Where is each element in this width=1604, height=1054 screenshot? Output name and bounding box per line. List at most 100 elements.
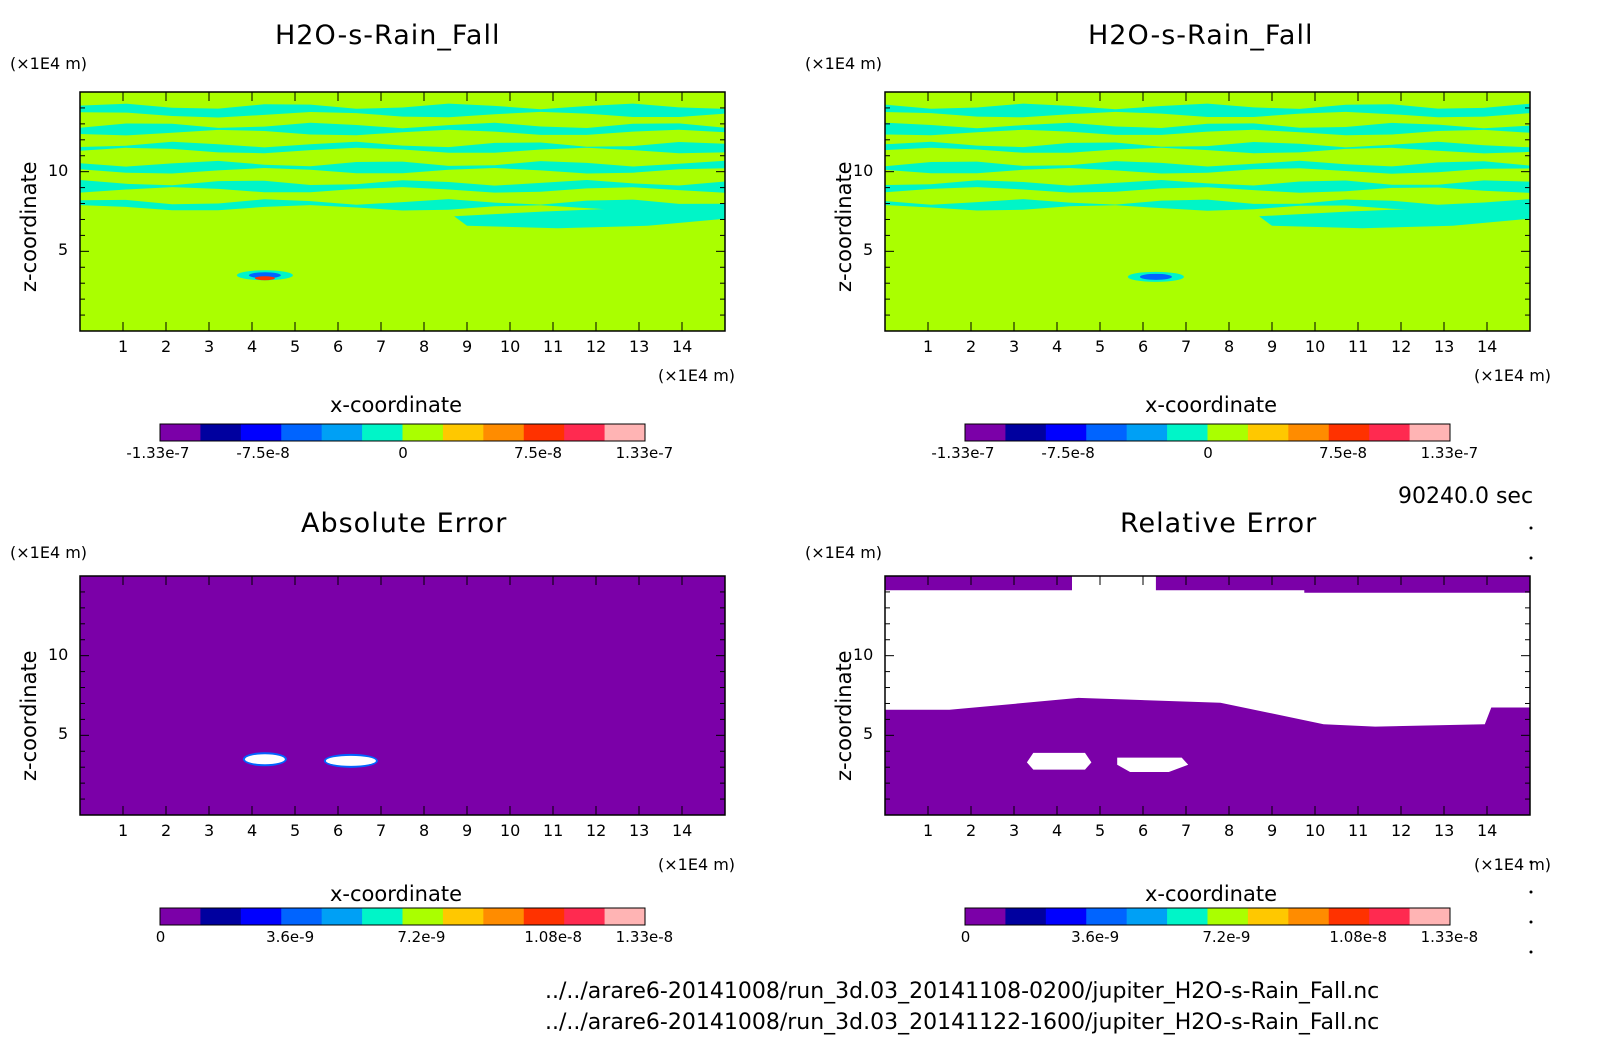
colorbar-segment: [442, 424, 484, 441]
y-tick-label: 5: [58, 240, 69, 260]
colorbar-tick-label: -7.5e-8: [1041, 444, 1095, 462]
colorbar-tick-label: -1.33e-7: [126, 444, 190, 462]
x-tick-label: 7: [1181, 821, 1192, 840]
blank-region: [1026, 752, 1092, 770]
colorbar-segment: [402, 424, 444, 441]
colorbar-tick-label: 0: [155, 928, 166, 946]
colorbar-2: [159, 907, 646, 926]
cyan-band-group-0: [80, 103, 725, 229]
edge-dot: [1529, 556, 1533, 560]
colorbar-tick-label: 1.08e-8: [524, 928, 583, 946]
x-tick-label: 1: [118, 821, 129, 840]
colorbar-frame: [159, 423, 646, 442]
colorbar-tick-label: 3.6e-9: [1071, 928, 1120, 946]
x-tick-label: 12: [586, 821, 607, 840]
y-tick-label: 5: [863, 240, 874, 260]
footer-file-1: ../../arare6-20141008/run_3d.03_20141108…: [545, 979, 1380, 1004]
colorbar-segment: [1005, 908, 1047, 925]
colorbar-segment: [1369, 424, 1411, 441]
x-tick-label: 13: [629, 337, 650, 356]
colorbar-segment: [1328, 908, 1370, 925]
colorbar-tick-label: 3.6e-9: [266, 928, 315, 946]
x-tick-label: 7: [1181, 337, 1192, 356]
x-tick-label: 3: [204, 337, 215, 356]
colorbar-tick-label: 7.5e-8: [1319, 444, 1368, 462]
x-tick-label: 8: [1224, 337, 1235, 356]
x-tick-label: 2: [966, 337, 977, 356]
colorbar-segment: [1409, 908, 1451, 925]
x-tick-label: 1: [923, 337, 934, 356]
x-tick-label: 4: [247, 337, 258, 356]
x-tick-label: 8: [419, 821, 430, 840]
cyan-band: [454, 204, 725, 229]
plot-frame: [884, 575, 1531, 816]
x-tick-label: 12: [1391, 821, 1412, 840]
x-tick-label: 8: [419, 337, 430, 356]
colorbar-frame: [964, 423, 1451, 442]
x-tick-label: 6: [333, 337, 344, 356]
colorbar-tick-label: 7.5e-8: [514, 444, 563, 462]
x-tick-label: 4: [1052, 337, 1063, 356]
x-unit-top-right: (×1E4 m): [1474, 366, 1552, 385]
error-blob: [325, 755, 376, 766]
panel-title-top-right: H2O-s-Rain_Fall: [1088, 20, 1314, 51]
cyan-band-group-1: [885, 103, 1530, 229]
time-label: 90240.0 sec: [1398, 484, 1534, 509]
colorbar-tick-label: 0: [1203, 444, 1213, 462]
colorbar-segment: [1167, 908, 1208, 925]
x-tick-label: 5: [1095, 821, 1106, 840]
colorbar-segment: [362, 424, 403, 441]
colorbar-segment: [1126, 908, 1168, 925]
x-tick-label: 14: [1477, 821, 1498, 840]
colorbar-tick-label: -7.5e-8: [236, 444, 290, 462]
colorbar-1: [964, 423, 1451, 442]
z-unit-bottom-left: (×1E4 m): [10, 543, 88, 562]
x-tick-label: 11: [1348, 337, 1369, 356]
colorbar-segment: [1045, 908, 1087, 925]
edge-dot: [1529, 920, 1533, 924]
x-tick-label: 2: [161, 821, 172, 840]
colorbar-segment: [160, 908, 201, 925]
x-tick-label: 4: [247, 821, 258, 840]
colorbar-segment: [281, 424, 323, 441]
x-tick-label: 6: [333, 821, 344, 840]
x-tick-label: 12: [586, 337, 607, 356]
x-tick-label: 9: [1267, 821, 1278, 840]
x-axis-label-bottom-left: x-coordinate: [330, 882, 463, 906]
x-tick-label: 7: [376, 337, 387, 356]
colorbar-segment: [402, 908, 444, 925]
colorbar-segment: [200, 908, 242, 925]
cyan-band: [80, 180, 725, 193]
colorbar-segment: [240, 908, 282, 925]
x-tick-label: 14: [672, 821, 693, 840]
footer-file-2: ../../arare6-20141008/run_3d.03_20141122…: [545, 1010, 1380, 1035]
z-unit-top-left: (×1E4 m): [10, 54, 88, 73]
x-tick-label: 10: [1305, 337, 1326, 356]
blank-region: [885, 576, 1530, 727]
y-tick-label: 10: [853, 160, 874, 180]
x-unit-bottom-left: (×1E4 m): [658, 855, 736, 874]
cyan-band: [80, 199, 725, 211]
colorbar-segment: [965, 424, 1006, 441]
z-unit-bottom-right: (×1E4 m): [805, 543, 883, 562]
colorbar-tick-label: 0: [398, 444, 408, 462]
colorbar-segment: [564, 424, 606, 441]
y-tick-label: 10: [853, 644, 874, 664]
anomaly-positive: [254, 276, 275, 281]
cyan-band: [885, 199, 1530, 211]
colorbar-segment: [604, 908, 646, 925]
x-unit-top-left: (×1E4 m): [658, 366, 736, 385]
cyan-band: [80, 160, 725, 174]
z-axis-label-top-right: z-coordinate: [832, 161, 856, 292]
x-tick-label: 5: [290, 337, 301, 356]
y-tick-label: 10: [48, 644, 69, 664]
colorbar-tick-label: 1.33e-7: [615, 444, 674, 462]
colorbar-segment: [1167, 424, 1208, 441]
x-tick-label: 10: [500, 337, 521, 356]
colorbar-segment: [1409, 424, 1451, 441]
anomaly-core: [248, 272, 281, 279]
z-axis-label-bottom-left: z-coordinate: [17, 650, 41, 781]
colorbar-tick-label: 1.33e-8: [615, 928, 674, 946]
x-tick-label: 9: [462, 821, 473, 840]
